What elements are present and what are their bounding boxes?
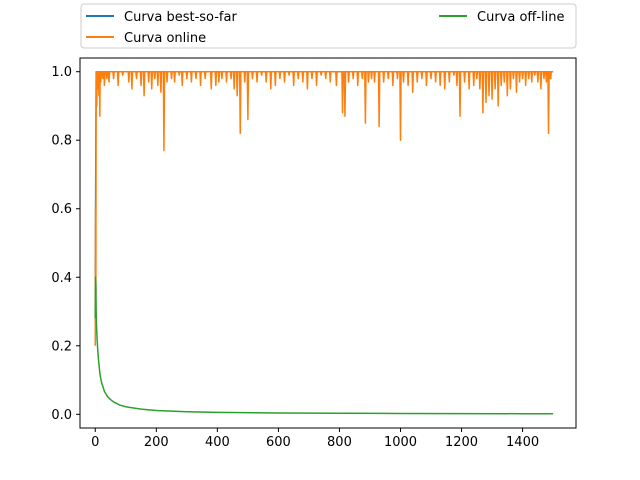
x-tick-label: 1000 (384, 435, 417, 450)
x-tick-label: 800 (327, 435, 352, 450)
legend-label-best-so-far: Curva best-so-far (124, 10, 237, 25)
x-tick-label: 200 (144, 435, 169, 450)
x-tick-label: 1400 (506, 435, 539, 450)
y-tick-label: 1.0 (51, 65, 72, 80)
x-tick-label: 0 (91, 435, 99, 450)
axes-frame (79, 57, 577, 429)
y-tick-label: 0.0 (51, 408, 72, 423)
y-tick-label: 0.8 (51, 134, 72, 149)
x-tick-label: 400 (205, 435, 230, 450)
legend: Curva best-so-far Curva online Curva off… (80, 3, 577, 49)
y-tick-label: 0.6 (51, 202, 72, 217)
legend-label-online: Curva online (124, 31, 206, 46)
x-tick-label: 600 (266, 435, 291, 450)
x-axis-ticks: 0 200 400 600 800 1000 1200 1400 (91, 428, 539, 450)
series-layer (94, 70, 554, 415)
legend-label-off-line: Curva off-line (477, 10, 565, 25)
y-tick-label: 0.2 (51, 339, 72, 354)
series-line-off-line (94, 276, 554, 415)
series-line-online (94, 70, 554, 346)
x-tick-label: 1200 (445, 435, 478, 450)
y-tick-label: 0.4 (51, 271, 72, 286)
y-axis-ticks: 0.0 0.2 0.4 0.6 0.8 1.0 (51, 65, 80, 423)
